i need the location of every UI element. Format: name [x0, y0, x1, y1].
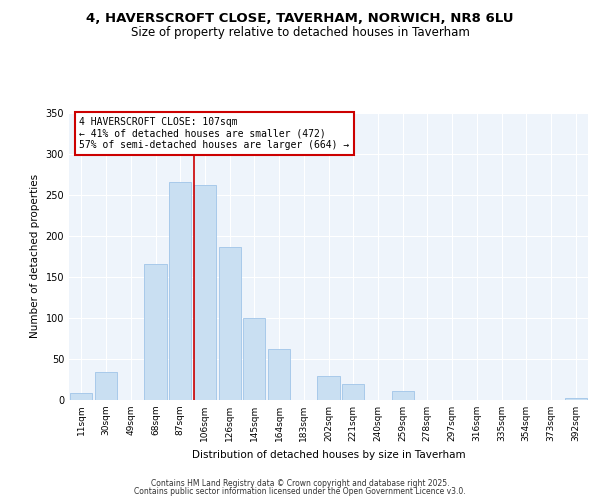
Bar: [565, 398, 587, 400]
Text: Size of property relative to detached houses in Taverham: Size of property relative to detached ho…: [131, 26, 469, 39]
Bar: [218, 247, 241, 400]
Text: 4, HAVERSCROFT CLOSE, TAVERHAM, NORWICH, NR8 6LU: 4, HAVERSCROFT CLOSE, TAVERHAM, NORWICH,…: [86, 12, 514, 26]
Bar: [95, 372, 117, 400]
X-axis label: Distribution of detached houses by size in Taverham: Distribution of detached houses by size …: [191, 450, 466, 460]
Bar: [268, 349, 290, 400]
Bar: [169, 182, 191, 400]
Text: Contains public sector information licensed under the Open Government Licence v3: Contains public sector information licen…: [134, 487, 466, 496]
Text: 4 HAVERSCROFT CLOSE: 107sqm
← 41% of detached houses are smaller (472)
57% of se: 4 HAVERSCROFT CLOSE: 107sqm ← 41% of det…: [79, 117, 350, 150]
Bar: [317, 376, 340, 400]
Bar: [70, 392, 92, 400]
Bar: [342, 384, 364, 400]
Bar: [145, 264, 167, 400]
Bar: [243, 318, 265, 400]
Y-axis label: Number of detached properties: Number of detached properties: [30, 174, 40, 338]
Bar: [392, 391, 414, 400]
Bar: [194, 185, 216, 400]
Text: Contains HM Land Registry data © Crown copyright and database right 2025.: Contains HM Land Registry data © Crown c…: [151, 478, 449, 488]
